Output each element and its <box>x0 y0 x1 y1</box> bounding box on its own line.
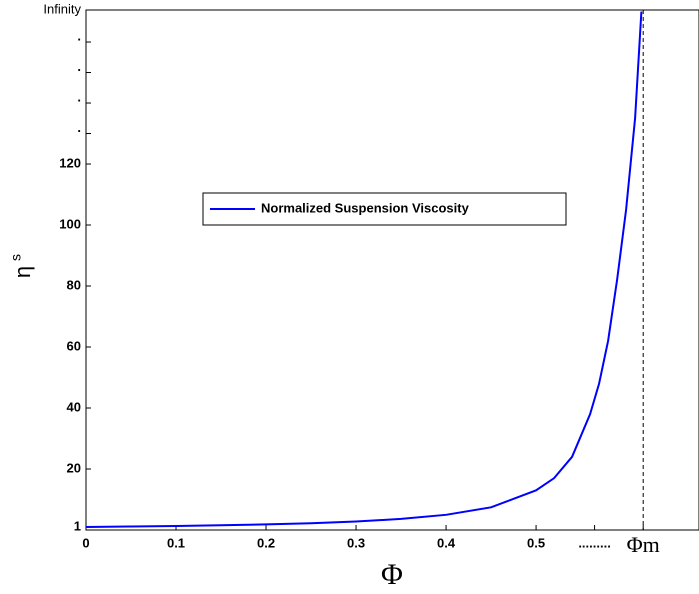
y-tick-label: 120 <box>59 155 81 170</box>
x-tick-label: 0.1 <box>167 535 185 550</box>
x-axis-label: Φ <box>381 558 403 591</box>
y-tick-label: . <box>77 59 81 74</box>
x-tick-label: 0.3 <box>347 535 365 550</box>
y-tick-label: 20 <box>67 460 81 475</box>
x-tick-label: 0.5 <box>527 535 545 550</box>
legend-label: Normalized Suspension Viscosity <box>261 200 470 215</box>
x-tick-label: ......... <box>578 535 611 550</box>
plot-frame <box>85 9 699 531</box>
x-tick-label: Φm <box>627 532 660 557</box>
y-tick-label: Infinity <box>43 1 81 16</box>
y-tick-label: 80 <box>67 277 81 292</box>
y-tick-label: . <box>77 89 81 104</box>
x-tick-label: 0.2 <box>257 535 275 550</box>
y-axis-label-group: η s <box>8 254 35 278</box>
y-axis-label: η <box>10 266 35 278</box>
y-tick-label: 100 <box>59 216 81 231</box>
y-tick-label: . <box>77 28 81 43</box>
line-series <box>86 11 643 528</box>
y-tick-label: 1 <box>74 518 81 533</box>
y-tick-label: . <box>77 120 81 135</box>
x-tick-label: 0 <box>82 535 89 550</box>
y-axis-label-subscript: s <box>8 254 24 261</box>
y-tick-label: 40 <box>67 399 81 414</box>
x-tick-label: 0.4 <box>437 535 456 550</box>
legend-box <box>202 192 567 226</box>
y-tick-label: 60 <box>67 338 81 353</box>
